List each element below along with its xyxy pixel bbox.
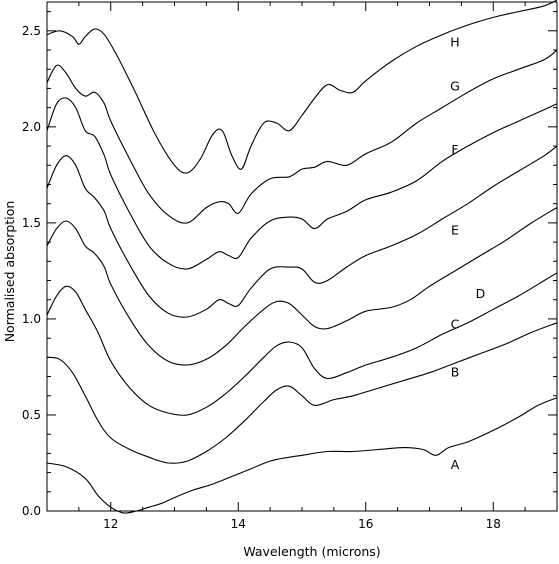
series-label-d: D bbox=[476, 286, 486, 301]
y-tick-label: 2.5 bbox=[22, 24, 41, 38]
x-axis-ticks: 12 14 16 18 bbox=[46, 2, 558, 531]
series-label-b: B bbox=[451, 365, 460, 380]
x-tick-label: 16 bbox=[358, 517, 373, 531]
plot-frame bbox=[46, 1, 558, 512]
series-label-a: A bbox=[451, 457, 460, 472]
series-line-d bbox=[46, 207, 558, 366]
series-line-b bbox=[46, 322, 558, 464]
series-line-h bbox=[46, 0, 558, 174]
y-tick-label: 2.0 bbox=[22, 120, 41, 134]
series-line-e bbox=[46, 145, 558, 318]
series-label-h: H bbox=[450, 34, 459, 49]
x-tick-label: 12 bbox=[103, 517, 118, 531]
series-label-e: E bbox=[451, 223, 459, 238]
series-line-g bbox=[46, 49, 558, 224]
series-line-a bbox=[46, 397, 558, 514]
x-axis-title: Wavelength (microns) bbox=[243, 544, 380, 559]
series-line-c bbox=[46, 272, 558, 416]
series-label-f: F bbox=[451, 142, 458, 157]
series-labels: A B C D E F G H bbox=[450, 34, 485, 472]
series-line-f bbox=[46, 97, 558, 270]
y-axis-title: Normalised absorption bbox=[2, 201, 17, 343]
series-label-g: G bbox=[450, 79, 460, 94]
series-label-c: C bbox=[451, 317, 460, 332]
y-tick-label: 1.5 bbox=[22, 216, 41, 230]
x-tick-label: 14 bbox=[231, 517, 246, 531]
y-tick-label: 0.5 bbox=[22, 408, 41, 422]
y-tick-label: 0.0 bbox=[22, 504, 41, 518]
plot-lines bbox=[46, 0, 558, 514]
x-tick-label: 18 bbox=[486, 517, 501, 531]
y-tick-label: 1.0 bbox=[22, 312, 41, 326]
